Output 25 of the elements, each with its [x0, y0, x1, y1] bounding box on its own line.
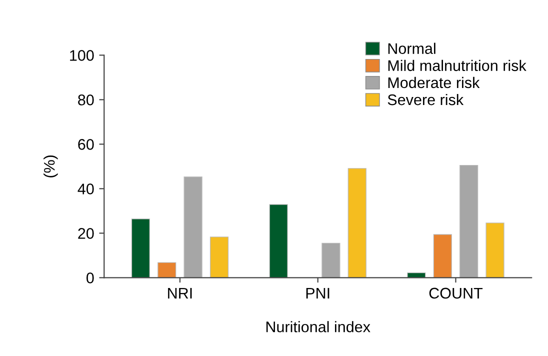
y-tick-label: 80 [78, 94, 94, 106]
y-axis-title: (%) [44, 156, 58, 178]
bar [131, 218, 150, 278]
legend-label: Moderate risk [388, 76, 480, 88]
bar [486, 222, 504, 278]
bar [348, 168, 366, 278]
x-tick-label: PNI [306, 288, 330, 298]
y-tick-label: 0 [86, 272, 94, 284]
y-tick-label: 100 [70, 50, 94, 61]
y-tick-label: 60 [78, 139, 94, 150]
y-tick-label: 20 [78, 228, 94, 239]
x-tick-label: COUNT [429, 288, 483, 299]
bar [210, 236, 229, 278]
bar [460, 164, 478, 278]
bar [158, 262, 176, 278]
legend-label: Mild malnutrition risk [388, 60, 526, 72]
bar [184, 176, 202, 278]
bar [322, 242, 340, 278]
x-tick-label: NRI [168, 288, 192, 298]
bar [269, 204, 288, 278]
bar [433, 234, 452, 278]
legend-label: Normal [388, 42, 436, 54]
legend-label: Severe risk [388, 94, 464, 106]
x-axis-title: Nuritional index [266, 321, 370, 332]
y-tick-label: 40 [78, 184, 94, 194]
